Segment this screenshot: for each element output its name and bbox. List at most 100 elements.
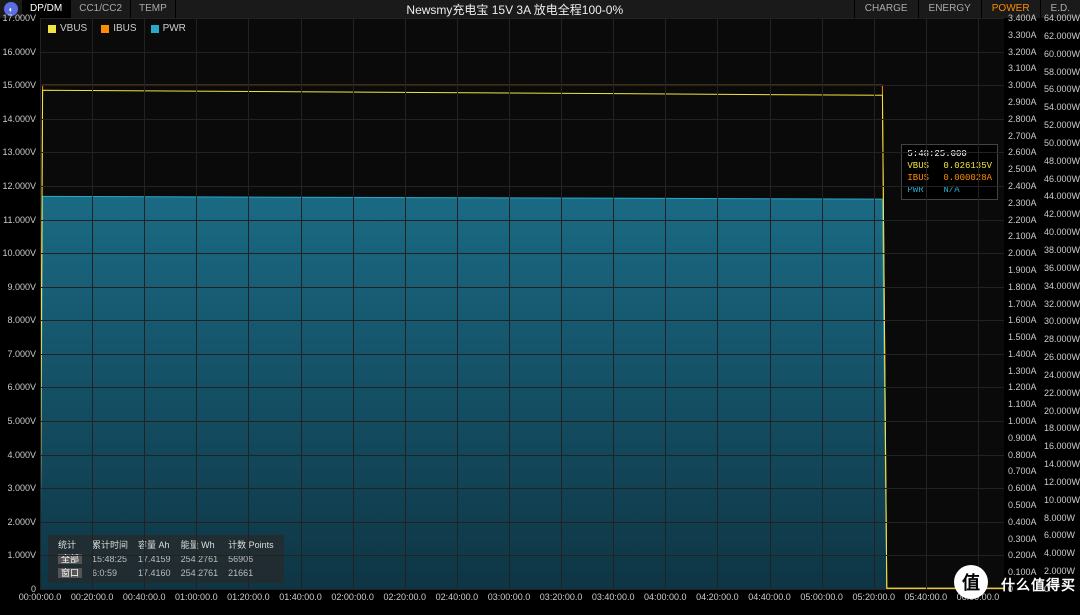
- y-right1-label: 0.700A: [1004, 466, 1042, 476]
- x-label: 00:20:00.0: [71, 589, 114, 602]
- y-right1-label: 0.800A: [1004, 450, 1042, 460]
- y-right1-label: 2.900A: [1004, 97, 1042, 107]
- gridline-v: [561, 18, 562, 589]
- y-left-label: 5.000V: [0, 416, 40, 426]
- y-right2-label: 26.000W: [1042, 352, 1080, 362]
- y-right2-label: 48.000W: [1042, 156, 1080, 166]
- gridline-v: [717, 18, 718, 589]
- y-right2-label: 20.000W: [1042, 406, 1080, 416]
- legend-swatch-icon: [101, 25, 109, 33]
- y-right2-label: 14.000W: [1042, 459, 1080, 469]
- gridline-v: [92, 18, 93, 589]
- x-label: 00:40:00.0: [123, 589, 166, 602]
- readout-time: 5:48:25.000: [907, 148, 992, 160]
- y-right2-label: 56.000W: [1042, 84, 1080, 94]
- gridline-h: [40, 455, 1004, 456]
- watermark-text: 什么值得买: [1001, 575, 1076, 595]
- y-right1-label: 1.900A: [1004, 265, 1042, 275]
- y-right2-label: 10.000W: [1042, 495, 1080, 505]
- gridline-v: [196, 18, 197, 589]
- x-label: 02:20:00.0: [383, 589, 426, 602]
- legend-item-ibus[interactable]: IBUS: [101, 23, 136, 34]
- y-left-label: 3.000V: [0, 483, 40, 493]
- gridline-h: [40, 152, 1004, 153]
- y-right1-label: 1.500A: [1004, 332, 1042, 342]
- y-right1-label: 1.100A: [1004, 399, 1042, 409]
- y-left-label: 6.000V: [0, 382, 40, 392]
- y-right1-label: 0.900A: [1004, 433, 1042, 443]
- y-right1-label: 0.500A: [1004, 500, 1042, 510]
- y-left-label: 11.000V: [0, 215, 40, 225]
- gridline-h: [40, 522, 1004, 523]
- pwr-fill: [40, 196, 1004, 589]
- tab-charge[interactable]: CHARGE: [854, 0, 918, 18]
- x-label: 04:00:00.0: [644, 589, 687, 602]
- y-right1-label: 2.700A: [1004, 131, 1042, 141]
- tab-cc1cc2[interactable]: CC1/CC2: [71, 0, 131, 18]
- y-right2-label: 32.000W: [1042, 299, 1080, 309]
- y-left-label: 10.000V: [0, 248, 40, 258]
- y-right1-label: 2.800A: [1004, 114, 1042, 124]
- y-right1-label: 0.600A: [1004, 483, 1042, 493]
- x-label: 03:40:00.0: [592, 589, 635, 602]
- y-left-label: 7.000V: [0, 349, 40, 359]
- watermark-badge-icon: 值: [954, 565, 988, 599]
- x-label: 01:20:00.0: [227, 589, 270, 602]
- y-left-label: 15.000V: [0, 80, 40, 90]
- gridline-h: [40, 421, 1004, 422]
- gridline-v: [509, 18, 510, 589]
- x-label: 00:00:00.0: [19, 589, 62, 602]
- x-label: 05:00:00.0: [800, 589, 843, 602]
- stats-table: 统计累计时间容量 Ah能量 Wh计数 Points全部15:48:2517.41…: [52, 537, 280, 581]
- x-label: 04:40:00.0: [748, 589, 791, 602]
- x-label: 01:40:00.0: [279, 589, 322, 602]
- y-right1-label: 2.000A: [1004, 248, 1042, 258]
- y-right2-label: 58.000W: [1042, 67, 1080, 77]
- x-label: 01:00:00.0: [175, 589, 218, 602]
- y-right2-label: 30.000W: [1042, 316, 1080, 326]
- y-right1-label: 3.000A: [1004, 80, 1042, 90]
- legend-item-pwr[interactable]: PWR: [151, 23, 186, 34]
- y-right2-label: 52.000W: [1042, 120, 1080, 130]
- legend-item-vbus[interactable]: VBUS: [48, 23, 87, 34]
- y-right1-label: 0.400A: [1004, 517, 1042, 527]
- chart-area[interactable]: VBUSIBUSPWR 5:48:25.000VBUS0.026135VIBUS…: [40, 18, 1004, 589]
- y-left-label: 12.000V: [0, 181, 40, 191]
- y-right2-label: 62.000W: [1042, 31, 1080, 41]
- gridline-v: [613, 18, 614, 589]
- gridline-h: [40, 220, 1004, 221]
- gridline-h: [40, 119, 1004, 120]
- y-right2-label: 64.000W: [1042, 13, 1080, 23]
- x-label: 03:20:00.0: [540, 589, 583, 602]
- x-label: 02:00:00.0: [331, 589, 374, 602]
- x-label: 04:20:00.0: [696, 589, 739, 602]
- y-right2-label: 12.000W: [1042, 477, 1080, 487]
- tab-temp[interactable]: TEMP: [131, 0, 176, 18]
- gridline-h: [40, 253, 1004, 254]
- gridline-h: [40, 18, 1004, 19]
- left-tab-group: DP/DMCC1/CC2TEMP: [22, 0, 176, 18]
- tab-energy[interactable]: ENERGY: [918, 0, 981, 18]
- legend-label: VBUS: [60, 23, 87, 34]
- gridline-v: [248, 18, 249, 589]
- gridline-h: [40, 186, 1004, 187]
- y-left-label: 4.000V: [0, 450, 40, 460]
- y-right1-label: 1.400A: [1004, 349, 1042, 359]
- y-left-label: 9.000V: [0, 282, 40, 292]
- gridline-h: [40, 287, 1004, 288]
- y-left-label: 16.000V: [0, 47, 40, 57]
- y-left-label: 17.000V: [0, 13, 40, 23]
- gridline-v: [665, 18, 666, 589]
- y-right2-label: 54.000W: [1042, 102, 1080, 112]
- gridline-v: [144, 18, 145, 589]
- gridline-v: [926, 18, 927, 589]
- y-right2-label: 42.000W: [1042, 209, 1080, 219]
- y-right1-label: 2.400A: [1004, 181, 1042, 191]
- gridline-v: [40, 18, 41, 589]
- x-label: 05:40:00.0: [905, 589, 948, 602]
- y-right1-label: 2.100A: [1004, 231, 1042, 241]
- y-left-label: 13.000V: [0, 147, 40, 157]
- x-label: 02:40:00.0: [436, 589, 479, 602]
- y-right1-label: 1.700A: [1004, 299, 1042, 309]
- y-right1-label: 1.300A: [1004, 366, 1042, 376]
